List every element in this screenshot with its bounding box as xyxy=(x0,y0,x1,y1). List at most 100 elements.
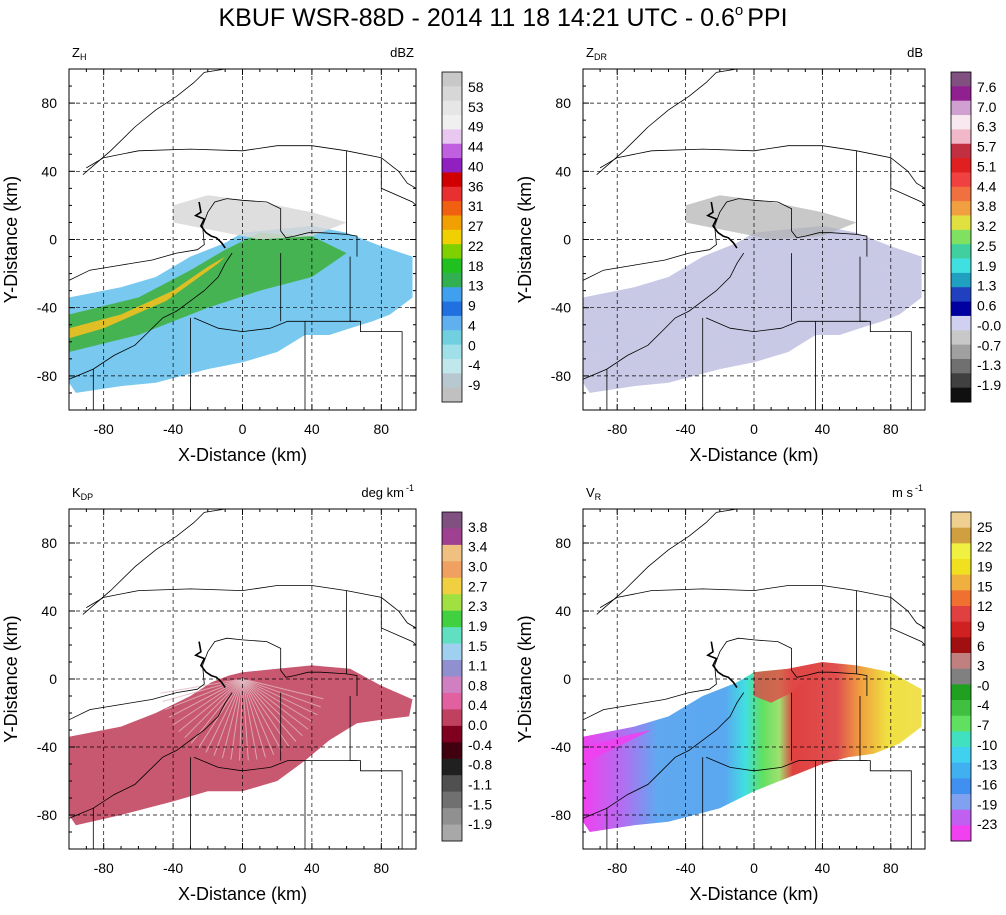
colorbar-tick-label: 27 xyxy=(468,218,484,234)
y-tick-label: 80 xyxy=(41,535,57,551)
y-tick-label: 40 xyxy=(41,163,57,179)
colorbar-swatch xyxy=(951,762,971,779)
field-label: KDP xyxy=(72,485,93,502)
map-boundary xyxy=(890,157,926,206)
echo-band xyxy=(69,665,413,826)
x-tick-label: 80 xyxy=(374,860,390,876)
colorbar-tick-label: -13 xyxy=(977,757,997,773)
field-label-main: V xyxy=(586,485,595,500)
map-boundary xyxy=(82,508,243,615)
colorbar-swatch xyxy=(951,715,971,732)
ticks xyxy=(68,68,417,411)
x-tick-label: -80 xyxy=(607,421,627,437)
colorbar-swatch xyxy=(951,590,971,607)
colorbar-swatch xyxy=(442,824,462,842)
map-boundary xyxy=(82,68,243,176)
echo-streak xyxy=(221,678,243,759)
ticks xyxy=(68,508,417,850)
y-tick-label: 40 xyxy=(41,603,57,619)
x-tick-label: -40 xyxy=(163,860,183,876)
colorbar-tick-label: 1.3 xyxy=(977,278,997,294)
colorbar-swatch xyxy=(442,775,462,793)
panel-specific_differential_phase: -80 -40 0 40 80 -80 -40 0 40 80 X-Distance (km) Y-D… xyxy=(1,483,492,904)
colorbar-swatch xyxy=(442,158,462,173)
echo-streak xyxy=(184,678,243,739)
field-label-sub: DP xyxy=(81,492,94,502)
map-boundary xyxy=(582,198,868,281)
map-river xyxy=(193,641,226,688)
colorbar-swatch xyxy=(951,747,971,764)
units-main: deg km xyxy=(361,485,404,500)
colorbar-swatch xyxy=(442,358,462,374)
colorbar-swatch xyxy=(442,692,462,710)
map-boundary xyxy=(705,317,867,333)
x-tick-label: 0 xyxy=(239,860,247,876)
x-tick-label: -40 xyxy=(675,860,695,876)
map-boundary xyxy=(68,637,358,721)
y-tick-label: 0 xyxy=(563,671,571,687)
colorbar-tick-label: 22 xyxy=(468,238,484,254)
echo-streak xyxy=(242,678,266,758)
colorbar-swatch xyxy=(951,72,971,87)
colorbar-tick-label: 12 xyxy=(977,598,993,614)
gridlines xyxy=(583,509,925,849)
colorbar-tick-label: 58 xyxy=(468,79,484,95)
colorbar-swatch xyxy=(442,186,462,202)
map-boundary xyxy=(582,637,868,721)
colorbar-swatch xyxy=(442,660,462,677)
colorbar-tick-label: -23 xyxy=(977,816,997,832)
colorbar-frame xyxy=(950,71,972,403)
colorbar-swatch xyxy=(442,229,462,245)
colorbar-tick-label: -4 xyxy=(977,697,990,713)
title-main: KBUF WSR-88D - 2014 11 18 14:21 UTC - 0.… xyxy=(218,4,734,32)
x-tick-label: -80 xyxy=(94,421,114,437)
y-axis-label: Y-Distance (km) xyxy=(515,176,535,303)
echo-streak xyxy=(190,678,243,744)
colorbar-swatch xyxy=(951,731,971,748)
colorbar-swatch xyxy=(442,287,462,303)
colorbar-tick-label: 2.3 xyxy=(468,598,488,614)
colorbar: 7.6 7.0 6.3 5.7 5.1 4.4 3.8 3.2 2.5 1.9 1.3 0.6 -0.0… xyxy=(950,71,1001,403)
gridlines xyxy=(583,69,925,410)
echo-speckle xyxy=(583,225,922,393)
colorbar-tick-label: 7.0 xyxy=(977,99,997,115)
x-tick-label: 40 xyxy=(304,860,320,876)
map-outlines xyxy=(582,68,926,410)
colorbar-swatch xyxy=(951,215,971,231)
map-boundary xyxy=(705,756,867,772)
x-tick-label: 0 xyxy=(750,421,758,437)
colorbar-tick-label: -1.9 xyxy=(468,816,492,832)
units-label: dB xyxy=(907,45,923,60)
colorbar-tick-label: 0 xyxy=(468,337,476,353)
colorbar-swatch xyxy=(951,244,971,260)
colorbar-tick-label: 1.1 xyxy=(468,658,488,674)
colorbar-swatch xyxy=(951,668,971,685)
colorbar-tick-label: 4.4 xyxy=(977,178,997,194)
colorbar-tick-label: 15 xyxy=(977,578,993,594)
colorbar-tick-label: 22 xyxy=(977,539,993,555)
colorbar-swatch xyxy=(951,143,971,159)
colorbar-tick-label: -0 xyxy=(977,677,990,693)
colorbar-tick-label: 0.0 xyxy=(468,717,488,733)
echo-maxima xyxy=(69,256,226,339)
colorbar-swatch xyxy=(442,725,462,743)
map-outlines xyxy=(582,508,926,849)
colorbar-swatch xyxy=(442,129,462,145)
echo-streak xyxy=(242,678,303,737)
colorbar-swatch xyxy=(442,272,462,288)
field-label-sub: H xyxy=(80,52,87,62)
title-tail: PPI xyxy=(747,4,787,32)
colorbar-swatch xyxy=(442,561,462,579)
echo-streak xyxy=(178,678,243,732)
colorbar-tick-label: 13 xyxy=(468,278,484,294)
echo-streak xyxy=(242,678,275,755)
colorbar-tick-label: -16 xyxy=(977,777,997,793)
colorbar-swatch xyxy=(442,100,462,116)
colorbar-tick-label: 25 xyxy=(977,519,993,535)
x-tick-label: -80 xyxy=(607,860,627,876)
x-axis-label: X-Distance (km) xyxy=(689,445,818,465)
x-tick-label: 0 xyxy=(239,421,247,437)
colorbar-tick-label: -19 xyxy=(977,796,997,812)
map-boundary xyxy=(599,145,926,189)
